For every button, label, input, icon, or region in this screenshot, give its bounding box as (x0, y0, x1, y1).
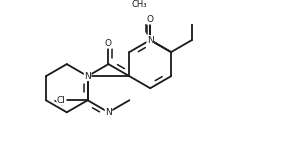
Text: N: N (105, 108, 112, 117)
Text: O: O (147, 15, 154, 24)
Text: N: N (84, 72, 91, 81)
Text: O: O (105, 39, 112, 48)
Text: N: N (147, 36, 154, 45)
Text: Cl: Cl (57, 96, 66, 105)
Text: CH₃: CH₃ (131, 0, 147, 9)
